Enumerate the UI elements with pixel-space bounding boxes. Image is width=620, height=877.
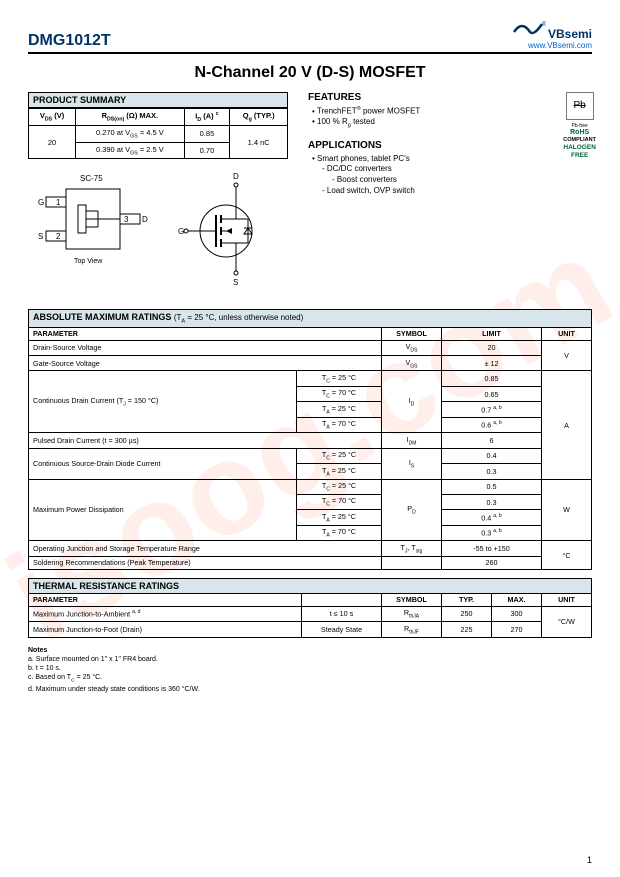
page-title: N-Channel 20 V (D-S) MOSFET <box>28 64 592 82</box>
cell-qg: 1.4 nC <box>230 126 288 159</box>
package-diagram-icon: SC-75 G 1 S 2 3 D To <box>38 171 148 281</box>
notes-heading: Notes <box>28 647 47 654</box>
product-summary-heading: PRODUCT SUMMARY <box>28 92 288 108</box>
svg-text:G: G <box>38 198 44 207</box>
halogen-label: HALOGENFREE <box>563 144 596 160</box>
product-summary-table: VDS (V) RDS(on) (Ω) MAX. ID (A) c Qg (TY… <box>28 108 288 159</box>
col-unit: UNIT <box>542 327 592 340</box>
brand-logo-icon: ® <box>512 18 546 38</box>
svg-text:1: 1 <box>56 198 61 207</box>
thermal-table: PARAMETER SYMBOL TYP. MAX. UNIT Maximum … <box>28 593 592 638</box>
cell-id2: 0.70 <box>184 142 230 159</box>
app-item: Smart phones, tablet PC's <box>312 154 592 165</box>
rohs-label: RoHS <box>563 129 596 137</box>
svg-text:D: D <box>142 215 148 224</box>
brand-name: VBsemi <box>548 27 592 41</box>
notes-block: Notes a. Surface mounted on 1" x 1" FR4 … <box>28 646 592 694</box>
svg-text:G: G <box>178 227 184 236</box>
svg-text:SC-75: SC-75 <box>80 174 103 183</box>
cell-vds: 20 <box>29 126 76 159</box>
applications-heading: APPLICATIONS <box>308 140 592 151</box>
svg-text:Top View: Top View <box>74 258 103 265</box>
col-max: MAX. <box>492 593 542 606</box>
abs-max-heading: ABSOLUTE MAXIMUM RATINGS (TA = 25 °C, un… <box>28 309 592 327</box>
pb-free-icon: Pb <box>566 92 594 120</box>
compliance-badges: Pb Pb-free RoHS COMPLIANT HALOGENFREE <box>563 92 596 160</box>
feature-item: 100 % Rg tested <box>312 117 592 130</box>
app-item: DC/DC converters <box>312 164 592 175</box>
col-param: PARAMETER <box>29 327 382 340</box>
part-number: DMG1012T <box>28 32 111 50</box>
col-qg: Qg (TYP.) <box>230 109 288 126</box>
svg-text:3: 3 <box>124 215 129 224</box>
applications-block: APPLICATIONS Smart phones, tablet PC's D… <box>308 140 592 197</box>
abs-max-table: PARAMETER SYMBOL LIMIT UNIT Drain-Source… <box>28 327 592 570</box>
note-item: d. Maximum under steady state conditions… <box>28 686 200 693</box>
cell-rds1: 0.270 at VGS = 4.5 V <box>76 126 184 143</box>
thermal-heading: THERMAL RESISTANCE RATINGS <box>28 578 592 593</box>
note-item: a. Surface mounted on 1" x 1" FR4 board. <box>28 656 158 663</box>
svg-text:D: D <box>233 172 239 181</box>
feature-item: TrenchFET® power MOSFET <box>312 106 592 117</box>
col-vds: VDS (V) <box>29 109 76 126</box>
svg-text:S: S <box>233 278 238 287</box>
page-header: DMG1012T ® VBsemi www.VBsemi.com <box>28 18 592 54</box>
col-limit: LIMIT <box>442 327 542 340</box>
features-heading: FEATURES <box>308 92 592 103</box>
note-item: b. t = 10 s. <box>28 665 61 672</box>
app-item: Load switch, OVP switch <box>312 186 592 197</box>
svg-text:®: ® <box>542 21 546 28</box>
col-unit: UNIT <box>542 593 592 606</box>
brand-url: www.VBsemi.com <box>528 41 592 50</box>
cell-id1: 0.85 <box>184 126 230 143</box>
note-item: c. Based on TC = 25 °C. <box>28 674 102 681</box>
col-symbol: SYMBOL <box>382 327 442 340</box>
cell-rds2: 0.390 at VGS = 2.5 V <box>76 142 184 159</box>
svg-text:2: 2 <box>56 232 61 241</box>
logo-block: ® VBsemi www.VBsemi.com <box>512 18 592 50</box>
col-symbol: SYMBOL <box>382 593 442 606</box>
page-number: 1 <box>587 855 592 865</box>
compliant-label: COMPLIANT <box>563 137 596 144</box>
features-block: FEATURES TrenchFET® power MOSFET 100 % R… <box>308 92 592 131</box>
svg-text:S: S <box>38 232 43 241</box>
app-item: Boost converters <box>312 175 592 186</box>
col-typ: TYP. <box>442 593 492 606</box>
schematic-symbol-icon: D <box>178 171 288 291</box>
col-param: PARAMETER <box>29 593 302 606</box>
col-rdson: RDS(on) (Ω) MAX. <box>76 109 184 126</box>
col-id: ID (A) c <box>184 109 230 126</box>
